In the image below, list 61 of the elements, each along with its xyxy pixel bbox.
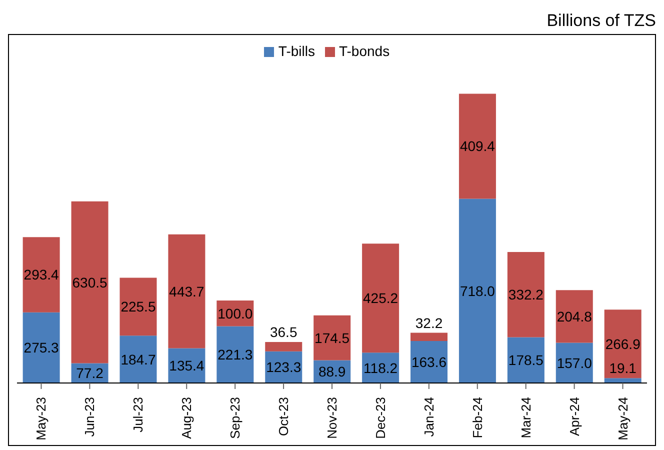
data-label: 225.5 <box>120 298 156 315</box>
data-label: 118.2 <box>364 360 398 376</box>
x-tick-label: Apr-24 <box>566 397 582 436</box>
bar <box>507 337 544 383</box>
data-label: 630.5 <box>72 274 108 290</box>
x-tick-label: Oct-23 <box>276 397 292 436</box>
legend-label: T-bonds <box>338 43 390 59</box>
bar <box>458 198 496 383</box>
x-tick-label: May-23 <box>34 397 49 440</box>
bar <box>507 252 544 338</box>
x-tick-label: May-24 <box>615 397 630 440</box>
x-tick-label: Sep-23 <box>228 397 243 439</box>
data-label: 275.3 <box>24 340 60 356</box>
x-tick-label: Jul-23 <box>130 397 146 432</box>
data-label: 163.6 <box>411 354 447 370</box>
data-label: 135.4 <box>169 358 204 374</box>
bar <box>458 94 496 199</box>
x-tick-label: Feb-24 <box>470 397 485 438</box>
bar <box>362 244 400 353</box>
data-label: 77.2 <box>76 365 104 382</box>
data-label: 174.5 <box>314 330 350 346</box>
data-label: 443.7 <box>169 283 204 300</box>
bar <box>22 237 60 312</box>
data-label: 409.4 <box>460 138 496 154</box>
data-label: 184.7 <box>120 351 156 368</box>
bar <box>168 234 206 348</box>
bar <box>314 315 351 360</box>
x-tick-label: Jan-24 <box>421 397 436 437</box>
bar <box>71 201 108 364</box>
bar <box>556 290 593 343</box>
bar <box>22 312 60 383</box>
data-label: 204.8 <box>556 308 592 324</box>
legend-label: T-bills <box>278 43 315 59</box>
data-label: 425.2 <box>363 290 398 306</box>
data-label: 266.9 <box>605 336 641 352</box>
data-label: 36.5 <box>270 324 298 340</box>
data-label: 100.0 <box>218 305 253 322</box>
bar <box>216 326 254 383</box>
x-tick-label: Jun-23 <box>82 397 98 437</box>
data-label: 88.9 <box>318 364 346 380</box>
data-label: 293.4 <box>24 266 60 283</box>
bar <box>120 336 157 383</box>
bar <box>556 342 593 383</box>
x-tick-label: Aug-23 <box>179 397 194 439</box>
data-label: 19.1 <box>609 360 637 376</box>
data-label: 718.0 <box>460 282 496 299</box>
data-label: 178.5 <box>508 352 544 368</box>
x-tick-label: Mar-24 <box>518 397 534 438</box>
bar <box>120 278 157 336</box>
data-label: 332.2 <box>508 286 544 303</box>
x-tick-label: Nov-23 <box>324 397 340 439</box>
bar <box>265 342 302 352</box>
text: Billions of TZS <box>546 11 656 30</box>
bar <box>604 310 642 378</box>
bar <box>410 332 448 342</box>
data-label: 221.3 <box>218 346 253 363</box>
data-label: 157.0 <box>556 354 592 371</box>
x-tick-label: Dec-23 <box>372 397 388 439</box>
bar <box>604 378 642 383</box>
data-label: 123.3 <box>266 359 302 376</box>
data-label: 32.2 <box>415 314 443 331</box>
